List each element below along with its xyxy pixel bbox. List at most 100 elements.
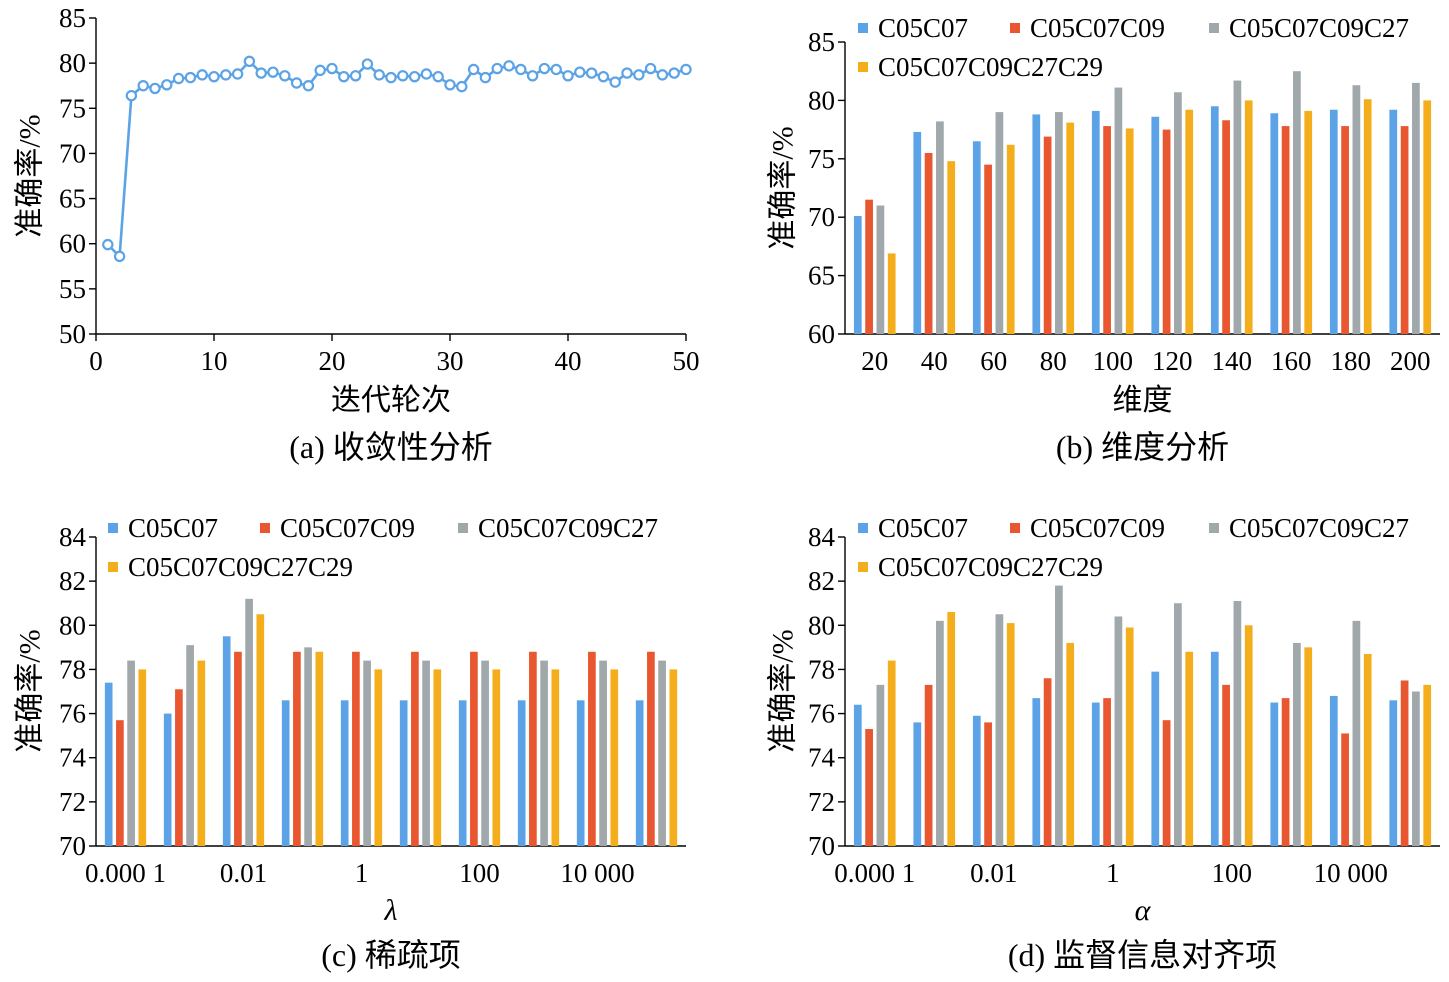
x-tick-label: 80: [1040, 346, 1067, 376]
bar: [481, 660, 489, 846]
bar: [865, 729, 873, 846]
data-point: [208, 70, 220, 83]
bar: [1363, 99, 1372, 335]
bar: [470, 651, 478, 846]
bar: [116, 720, 124, 846]
bar: [936, 121, 944, 334]
bar: [610, 669, 619, 846]
bar: [1352, 85, 1361, 334]
bar: [1412, 691, 1420, 846]
x-tick-label: 140: [1212, 346, 1253, 376]
bar: [947, 612, 956, 846]
bar: [924, 152, 933, 334]
bar: [1412, 82, 1420, 334]
y-tick-label: 70: [59, 831, 86, 861]
data-point: [397, 70, 409, 82]
data-point: [161, 79, 173, 91]
y-tick-label: 76: [808, 699, 835, 729]
legend-label: C05C07C09C27C29: [878, 52, 1103, 82]
legend-label: C05C07: [878, 13, 968, 43]
bar: [1293, 642, 1301, 846]
data-point: [137, 80, 149, 92]
legend-swatch: [108, 523, 118, 533]
legend-label: C05C07: [128, 513, 218, 543]
data-point: [526, 70, 539, 82]
bar: [669, 669, 678, 846]
bar: [1270, 113, 1279, 334]
bar: [163, 713, 172, 846]
bar: [458, 700, 467, 846]
bar: [924, 684, 933, 846]
bar: [1006, 623, 1015, 846]
bar: [551, 669, 560, 846]
legend-swatch: [1209, 23, 1219, 33]
bar: [127, 660, 135, 846]
bar: [1400, 126, 1409, 334]
bar: [1103, 126, 1111, 334]
x-tick-label: 0.01: [220, 858, 267, 888]
bar: [138, 669, 147, 846]
data-point: [456, 80, 468, 93]
legend-label: C05C07C09C27: [1229, 13, 1409, 43]
y-tick-label: 80: [59, 48, 86, 78]
y-tick-label: 74: [59, 743, 87, 773]
x-tick-label: 20: [861, 346, 888, 376]
bar: [1055, 112, 1063, 334]
bar: [1329, 695, 1338, 846]
bar: [876, 684, 885, 846]
bar: [363, 660, 371, 846]
bar: [599, 660, 607, 846]
y-tick-label: 80: [808, 610, 835, 640]
y-tick-label: 70: [808, 831, 835, 861]
data-point: [656, 69, 669, 81]
legend-swatch: [108, 562, 118, 572]
bar: [972, 141, 981, 334]
bar: [1341, 126, 1349, 334]
bar: [635, 700, 644, 846]
bar: [947, 161, 956, 334]
bar: [1114, 87, 1123, 334]
legend-swatch: [458, 523, 468, 533]
x-tick-label: 60: [980, 346, 1007, 376]
x-tick-label: 0.01: [970, 858, 1017, 888]
data-point: [597, 70, 610, 83]
bar: [995, 614, 1004, 846]
bar: [304, 647, 312, 846]
data-point: [290, 77, 303, 89]
bar: [853, 216, 862, 334]
bar: [1210, 651, 1219, 846]
bar: [1423, 684, 1432, 846]
bar: [1151, 116, 1160, 334]
x-tick-label: 0.000 1: [85, 858, 166, 888]
bar: [492, 669, 501, 846]
bar: [1091, 702, 1100, 846]
bar: [1174, 92, 1182, 334]
data-point: [680, 63, 692, 76]
bar: [972, 715, 981, 846]
data-point: [125, 89, 138, 102]
legend-label: C05C07C09C27: [478, 513, 658, 543]
chart-d: 70 72 74 76 78 80 82 84 准确率/% α (d) 监督信息对齐项 0.000 1…: [767, 513, 1440, 973]
bar: [853, 704, 862, 846]
bar: [1281, 698, 1290, 846]
data-point: [503, 60, 515, 72]
y-tick-label: 60: [808, 319, 835, 349]
data-point: [113, 250, 126, 263]
bar: [529, 651, 537, 846]
y-tick-label: 55: [59, 274, 86, 304]
data-point: [172, 72, 185, 85]
bar: [865, 199, 873, 334]
bar: [1281, 126, 1290, 334]
x-tick-label: 100: [459, 858, 500, 888]
bar: [1125, 627, 1134, 846]
bar: [1043, 678, 1052, 846]
bar: [1352, 620, 1361, 846]
bar: [433, 669, 442, 846]
data-point: [196, 69, 208, 81]
y-tick-label: 84: [59, 522, 87, 552]
legend-swatch: [858, 62, 868, 72]
legend-swatch: [1010, 523, 1020, 533]
data-point: [349, 70, 362, 82]
data-point: [621, 67, 633, 79]
